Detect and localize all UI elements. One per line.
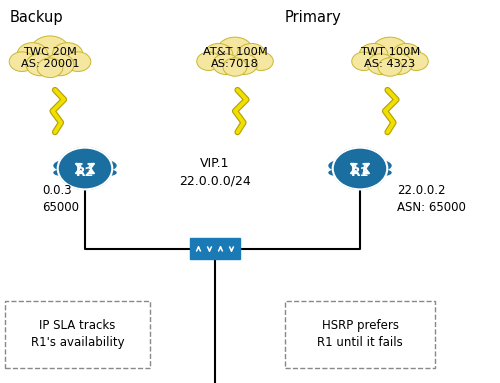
Circle shape <box>378 58 402 76</box>
Circle shape <box>372 37 408 65</box>
Circle shape <box>392 44 421 65</box>
Circle shape <box>230 54 258 75</box>
Circle shape <box>45 54 74 76</box>
Bar <box>5 301 150 368</box>
Text: TWC 20M
AS: 20001: TWC 20M AS: 20001 <box>20 47 80 69</box>
Circle shape <box>217 37 253 65</box>
Circle shape <box>212 54 240 75</box>
Circle shape <box>359 44 388 65</box>
Text: Backup: Backup <box>10 10 64 25</box>
Circle shape <box>368 54 394 75</box>
Text: AT&T 100M
AS:7018: AT&T 100M AS:7018 <box>202 47 268 69</box>
Circle shape <box>352 52 376 70</box>
Text: Primary: Primary <box>285 10 342 25</box>
Ellipse shape <box>329 168 391 177</box>
Text: IP SLA tracks
R1's availability: IP SLA tracks R1's availability <box>30 319 124 349</box>
Circle shape <box>332 147 388 190</box>
Circle shape <box>404 52 428 70</box>
Text: HSRP prefers
R1 until it fails: HSRP prefers R1 until it fails <box>317 319 403 349</box>
Ellipse shape <box>54 158 116 173</box>
Text: R2: R2 <box>76 166 94 179</box>
Text: TWT 100M
AS: 4323: TWT 100M AS: 4323 <box>360 47 420 69</box>
Circle shape <box>204 44 233 65</box>
Text: 22.0.0.2
ASN: 65000: 22.0.0.2 ASN: 65000 <box>398 184 466 214</box>
Circle shape <box>37 58 63 78</box>
Bar <box>285 301 435 368</box>
Text: R1: R1 <box>351 166 369 179</box>
Circle shape <box>197 52 221 70</box>
Circle shape <box>17 43 48 66</box>
Circle shape <box>386 54 412 75</box>
Circle shape <box>9 52 35 72</box>
Ellipse shape <box>329 158 391 173</box>
Circle shape <box>26 54 55 76</box>
Circle shape <box>65 52 91 72</box>
FancyBboxPatch shape <box>190 238 240 260</box>
Ellipse shape <box>54 168 116 177</box>
Text: 0.0.3
65000: 0.0.3 65000 <box>42 184 80 214</box>
Circle shape <box>249 52 273 70</box>
Circle shape <box>238 44 266 65</box>
Text: VIP.1
22.0.0.0/24: VIP.1 22.0.0.0/24 <box>179 157 251 187</box>
Circle shape <box>52 43 83 66</box>
Circle shape <box>223 58 247 76</box>
Circle shape <box>58 147 112 190</box>
Circle shape <box>31 36 69 65</box>
